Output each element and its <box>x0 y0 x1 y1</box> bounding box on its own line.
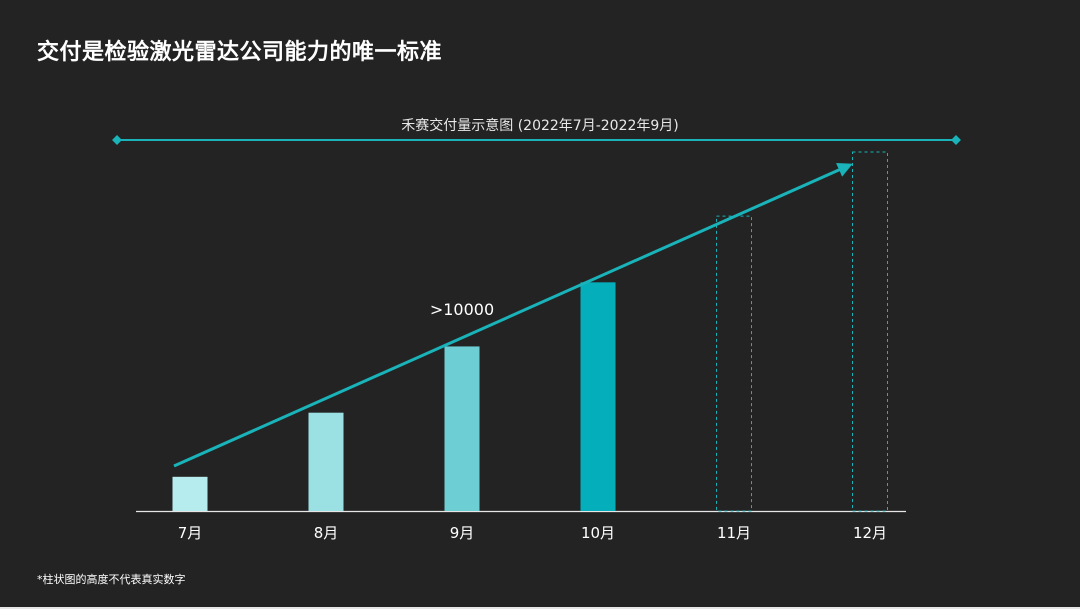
projected-bar <box>852 151 888 512</box>
bar <box>308 412 344 511</box>
bar <box>444 346 480 511</box>
trend-arrow <box>173 163 853 468</box>
date-range-indicator <box>112 135 961 145</box>
bar <box>172 476 208 511</box>
date-range-start-marker <box>112 135 122 145</box>
bar <box>580 282 616 511</box>
chart-title: 禾赛交付量示意图 (2022年7月-2022年9月) <box>401 118 679 134</box>
x-tick-label: 11月 <box>717 524 751 542</box>
x-tick-label: 12月 <box>853 524 887 542</box>
annotations-layer: >10000 <box>430 300 494 319</box>
annotation-label: >10000 <box>430 300 494 319</box>
x-tick-label: 7月 <box>178 524 203 542</box>
date-range-end-marker <box>951 135 961 145</box>
slide-bottom-border <box>0 607 1080 609</box>
chart-footnote: *柱状图的高度不代表真实数字 <box>37 573 186 586</box>
slide-title: 交付是检验激光雷达公司能力的唯一标准 <box>37 40 443 65</box>
x-tick-labels: 7月 8月 9月 10月 11月 12月 <box>178 524 887 542</box>
x-tick-label: 10月 <box>581 524 615 542</box>
bars-layer <box>172 151 888 512</box>
x-tick-label: 8月 <box>314 524 339 542</box>
projected-bar <box>716 215 752 512</box>
x-tick-label: 9月 <box>450 524 475 542</box>
